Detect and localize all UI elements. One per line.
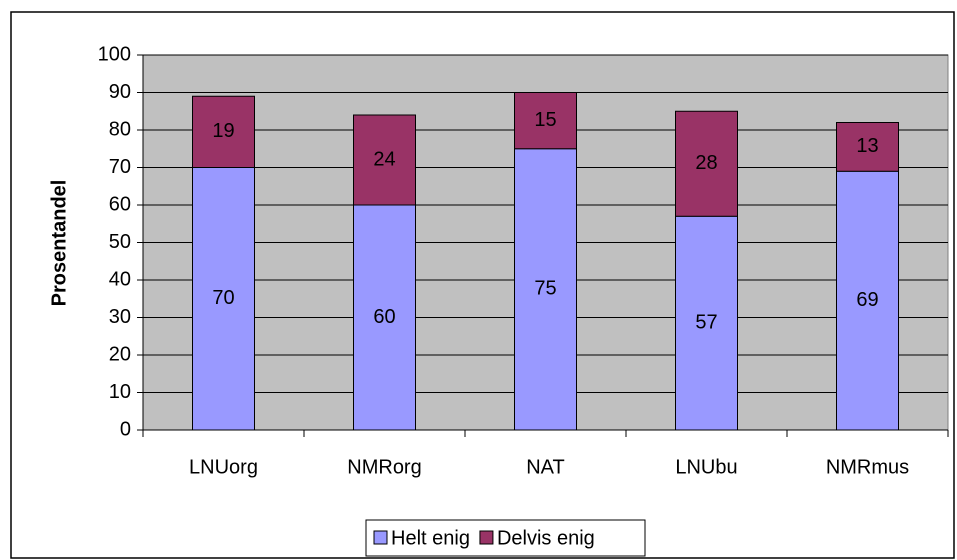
bar-segment <box>353 204 416 431</box>
y-tick-label: 100 <box>98 43 131 65</box>
data-label: 13 <box>856 135 878 157</box>
data-label: 24 <box>373 148 395 170</box>
x-tick-label: LNUorg <box>189 456 258 478</box>
y-tick-label: 0 <box>120 418 131 440</box>
bar-segment <box>192 95 255 168</box>
x-tick-label: NAT <box>526 456 565 478</box>
legend-swatch <box>373 530 388 545</box>
y-tick-label: 30 <box>109 306 131 328</box>
y-tick-label: 60 <box>109 193 131 215</box>
data-label: 69 <box>856 289 878 311</box>
bar-segment <box>514 148 577 431</box>
y-tick-label: 20 <box>109 343 131 365</box>
x-tick-label: NMRorg <box>347 456 421 478</box>
data-label: 15 <box>534 109 556 131</box>
bar-segment <box>514 92 577 150</box>
bar-segment <box>836 122 899 172</box>
y-axis-label: Prosentandel <box>48 180 70 307</box>
legend-label: Delvis enig <box>497 527 595 549</box>
data-label: 75 <box>534 278 556 300</box>
y-tick-label: 80 <box>109 118 131 140</box>
y-tick-label: 90 <box>109 81 131 103</box>
legend-box <box>365 519 646 557</box>
bar-segment <box>836 170 899 431</box>
data-label: 70 <box>212 287 234 309</box>
bar-segment <box>675 110 738 217</box>
y-tick-label: 70 <box>109 156 131 178</box>
x-tick-label: LNUbu <box>675 456 737 478</box>
y-tick-label: 40 <box>109 268 131 290</box>
y-tick-label: 50 <box>109 231 131 253</box>
data-label: 28 <box>695 152 717 174</box>
bar-segment <box>192 167 255 431</box>
data-label: 60 <box>373 306 395 328</box>
legend-label: Helt enig <box>391 527 470 549</box>
legend-swatch <box>479 530 494 545</box>
data-label: 57 <box>695 311 717 333</box>
data-label: 19 <box>212 120 234 142</box>
x-tick-label: NMRmus <box>826 456 909 478</box>
bar-segment <box>353 114 416 206</box>
bar-segment <box>675 215 738 431</box>
y-tick-label: 10 <box>109 381 131 403</box>
